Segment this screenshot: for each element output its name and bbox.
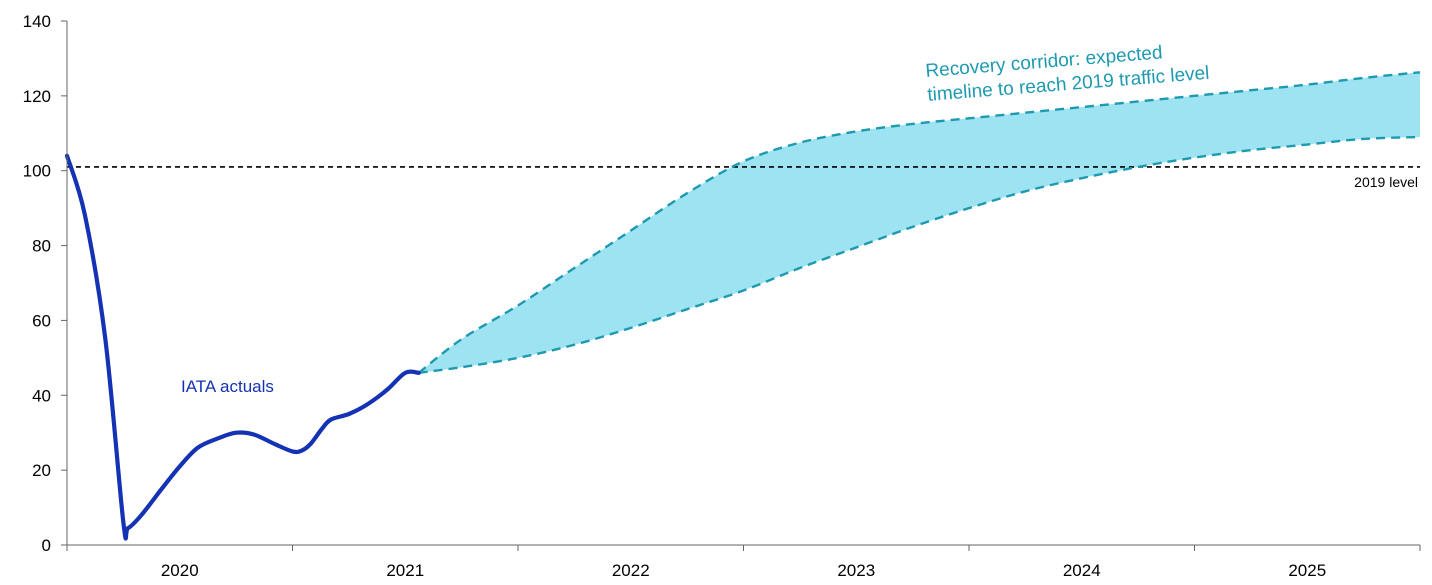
series-corridor-upper (418, 71, 1421, 374)
x-tick-label: 2023 (837, 561, 875, 580)
y-tick-label: 20 (32, 461, 51, 480)
axis-layer: 0 20 40 60 80 100 120 140 2020 2021 2022 2023 2024 20… (23, 12, 1421, 580)
y-tick-label: 100 (23, 162, 51, 181)
x-tick-label: 2021 (386, 561, 424, 580)
x-tick-label: 2025 (1288, 561, 1326, 580)
series-layer (64, 71, 1421, 541)
series-corridor-lower (418, 135, 1421, 375)
x-tick-label: 2022 (612, 561, 650, 580)
corridor-fill-layer (418, 72, 1420, 373)
y-tick-label: 40 (32, 386, 51, 405)
corridor-annotation: Recovery corridor: expectedtimeline to r… (925, 39, 1210, 106)
x-tick-label: 2020 (161, 561, 199, 580)
y-tick-label: 140 (23, 12, 51, 31)
y-tick-label: 0 (42, 536, 51, 555)
y-tick-label: 80 (32, 237, 51, 256)
corridor-area (418, 72, 1420, 373)
y-tick-label: 60 (32, 311, 51, 330)
reference-line-label: 2019 level (1354, 174, 1418, 190)
actuals-annotation: IATA actuals (181, 377, 274, 396)
x-tick-label: 2024 (1063, 561, 1101, 580)
y-tick-label: 120 (23, 87, 51, 106)
series-iata-actuals (64, 153, 421, 541)
